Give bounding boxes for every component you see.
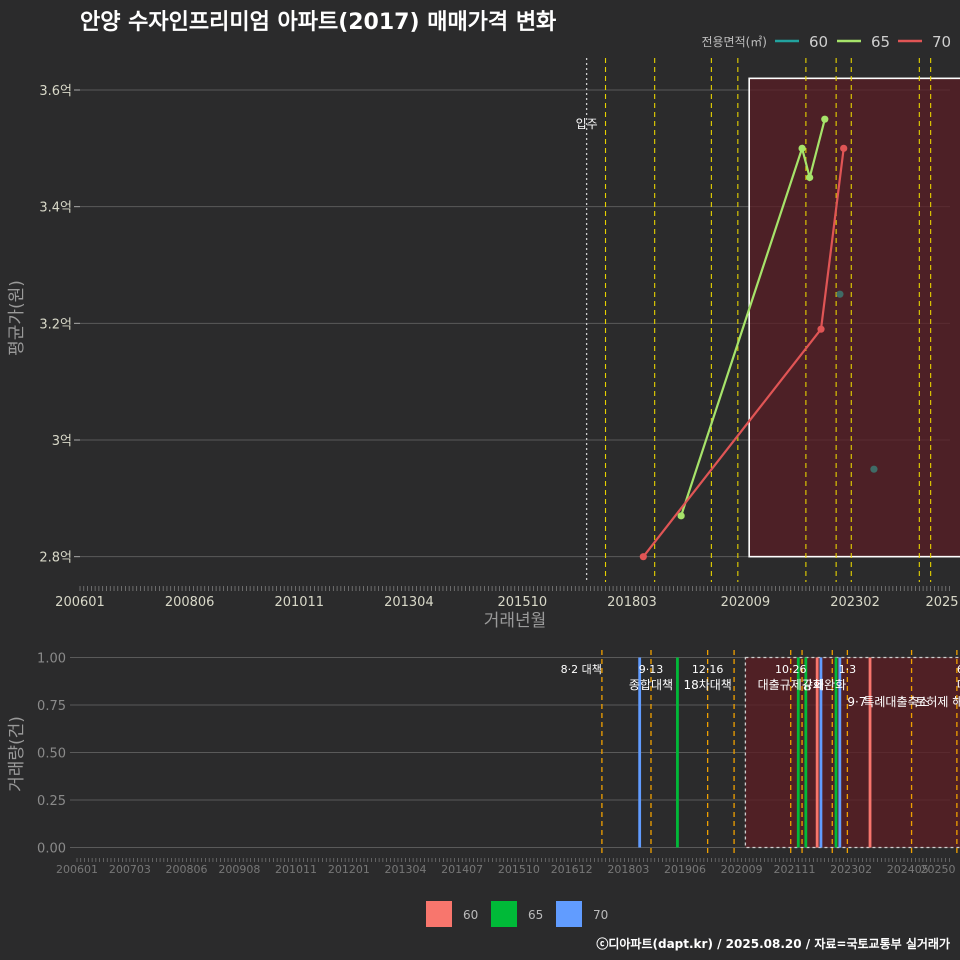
policy-annotation-7-2: 특례대출축소 bbox=[863, 695, 929, 709]
x-tick-label-1: 200806 bbox=[165, 595, 215, 610]
x-tick-label-4: 201510 bbox=[498, 595, 548, 610]
x-tick-label-7: 202302 bbox=[830, 595, 880, 610]
y-tick-label-0: 2.8억 bbox=[39, 551, 72, 566]
bar-legend-swatch-70 bbox=[556, 901, 582, 927]
bar-x-tick-label-16: 20250 bbox=[921, 863, 956, 876]
y-tick-label-2: 3.2억 bbox=[39, 317, 72, 332]
bar-x-tick-label-1: 200703 bbox=[109, 863, 151, 876]
x-axis-title: 거래년월 bbox=[484, 611, 547, 631]
policy-annotation-4-1: 규제완화 bbox=[802, 678, 846, 692]
bar-x-tick-label-11: 201906 bbox=[664, 863, 706, 876]
policy-annotation-0-0: 8·2 대책 bbox=[561, 663, 602, 676]
point-65-3 bbox=[821, 115, 829, 123]
point-65-1 bbox=[798, 144, 806, 152]
move-in-label: 입주 bbox=[576, 117, 598, 131]
policy-annotation-3-1: 대출규제강화 bbox=[758, 678, 824, 692]
y-tick-label-3: 3.4억 bbox=[39, 201, 72, 216]
bar-x-tick-label-14: 202302 bbox=[830, 863, 872, 876]
bar-1 bbox=[676, 657, 679, 848]
bar-x-tick-label-15: 202405 bbox=[887, 863, 929, 876]
bar-x-tick-label-0: 200601 bbox=[56, 863, 98, 876]
bar-x-tick-label-12: 202009 bbox=[721, 863, 763, 876]
bar-y-tick-label-1: 0.25 bbox=[37, 794, 66, 809]
bar-x-tick-label-7: 201407 bbox=[441, 863, 483, 876]
y-tick-label-1: 3억 bbox=[52, 434, 72, 449]
bar-0 bbox=[638, 657, 642, 848]
x-tick-label-5: 201803 bbox=[607, 595, 657, 610]
legend-title: 전용면적(㎡) bbox=[701, 35, 767, 49]
bar-3 bbox=[804, 657, 808, 848]
x-tick-label-3: 201304 bbox=[384, 595, 434, 610]
bar-2 bbox=[796, 657, 800, 848]
legend-label-60: 60 bbox=[809, 33, 828, 51]
x-tick-label-0: 200601 bbox=[55, 595, 105, 610]
point-60-0 bbox=[836, 290, 844, 298]
bar-x-tick-label-10: 201803 bbox=[607, 863, 649, 876]
bar-x-tick-label-8: 201510 bbox=[498, 863, 540, 876]
policy-annotation-9-1: 대출규 bbox=[957, 678, 960, 692]
policy-annotation-9-0: 6·27 bbox=[957, 663, 960, 676]
policy-annotation-1-0: 9·13 bbox=[639, 663, 664, 676]
bar-x-tick-label-2: 200806 bbox=[166, 863, 208, 876]
bar-y-tick-label-0: 0.00 bbox=[37, 842, 66, 857]
bar-highlight-box bbox=[744, 656, 960, 849]
bar-legend-swatch-65 bbox=[491, 901, 517, 927]
point-70-1 bbox=[817, 325, 825, 333]
y-axis-title: 평균가(원) bbox=[7, 280, 27, 356]
point-70-2 bbox=[840, 144, 848, 152]
bar-x-tick-label-5: 201201 bbox=[328, 863, 370, 876]
policy-annotation-3-0: 10·26 bbox=[775, 663, 807, 676]
bar-x-tick-label-9: 201612 bbox=[551, 863, 593, 876]
bar-legend-swatch-60 bbox=[426, 901, 452, 927]
policy-annotation-5-0: 1·3 bbox=[839, 663, 857, 676]
bar-x-tick-label-4: 201011 bbox=[275, 863, 317, 876]
point-60-1 bbox=[870, 465, 878, 473]
x-tick-label-8: 2025 bbox=[925, 595, 958, 610]
bar-5 bbox=[819, 657, 823, 848]
series-line-65 bbox=[680, 118, 826, 517]
bar-legend-label-60: 60 bbox=[463, 908, 478, 922]
y-tick-label-4: 3.6억 bbox=[39, 84, 72, 99]
bar-y-tick-label-2: 0.50 bbox=[37, 747, 66, 762]
x-tick-label-2: 201011 bbox=[274, 595, 324, 610]
bar-y-axis-title: 거래량(건) bbox=[7, 716, 27, 792]
bar-legend-label-65: 65 bbox=[528, 908, 543, 922]
legend-label-70: 70 bbox=[932, 33, 951, 51]
point-65-0 bbox=[677, 512, 685, 520]
bar-y-tick-label-4: 1.00 bbox=[37, 652, 66, 667]
policy-annotation-2-0: 12·16 bbox=[692, 663, 724, 676]
bar-x-tick-label-3: 200908 bbox=[218, 863, 260, 876]
chart-title: 안양 수자인프리미엄 아파트(2017) 매매가격 변화 bbox=[80, 10, 556, 35]
bar-y-tick-label-3: 0.75 bbox=[37, 699, 66, 714]
bar-legend-label-70: 70 bbox=[593, 908, 608, 922]
policy-annotation-8-2: 토허제 해제 bbox=[915, 695, 960, 709]
bar-x-tick-label-6: 201304 bbox=[385, 863, 427, 876]
policy-annotation-2-1: 18차대책 bbox=[683, 677, 731, 692]
source-caption: ⓒ디아파트(dapt.kr) / 2025.08.20 / 자료=국토교통부 실… bbox=[596, 936, 950, 951]
policy-annotation-6-2: 9·7 bbox=[847, 695, 866, 709]
point-70-0 bbox=[639, 553, 647, 561]
x-tick-label-6: 202009 bbox=[721, 595, 771, 610]
highlight-box bbox=[748, 77, 960, 558]
bar-x-tick-label-13: 202111 bbox=[774, 863, 816, 876]
bar-4 bbox=[815, 657, 819, 848]
point-65-2 bbox=[806, 173, 814, 182]
bar-6 bbox=[834, 657, 838, 848]
bar-7 bbox=[838, 657, 842, 848]
policy-annotation-1-1: 종합대책 bbox=[629, 677, 673, 692]
bar-8 bbox=[868, 657, 872, 848]
legend-label-65: 65 bbox=[871, 33, 890, 51]
